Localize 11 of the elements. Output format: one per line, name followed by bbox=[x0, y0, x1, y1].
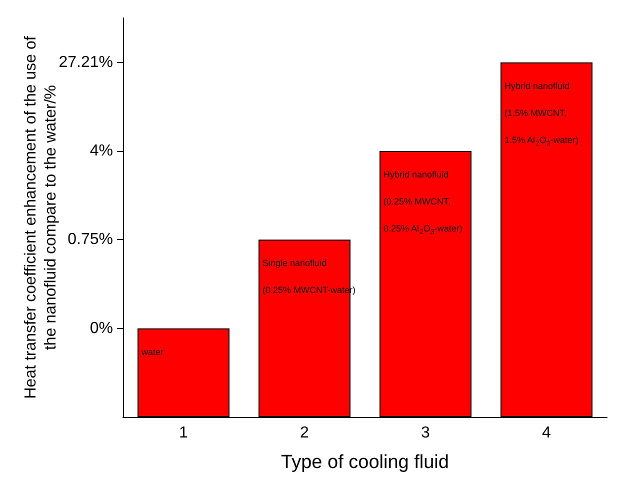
x-tick-label: 4 bbox=[542, 424, 552, 442]
x-tick-label: 1 bbox=[179, 424, 188, 442]
x-axis-title: Type of cooling fluid bbox=[281, 452, 449, 473]
text: 4% bbox=[90, 142, 113, 160]
x-tick-label: 2 bbox=[300, 424, 310, 442]
x-tick-label: 3 bbox=[421, 424, 430, 442]
text: 0% bbox=[90, 320, 113, 337]
annotation: water bbox=[140, 346, 164, 357]
text: 27.21% bbox=[58, 54, 113, 71]
text: 0.75% bbox=[68, 231, 113, 248]
y-axis-title: Heat transfer coefficient enhancement of the use of the nanofluid compare to the water/% bbox=[22, 36, 60, 399]
